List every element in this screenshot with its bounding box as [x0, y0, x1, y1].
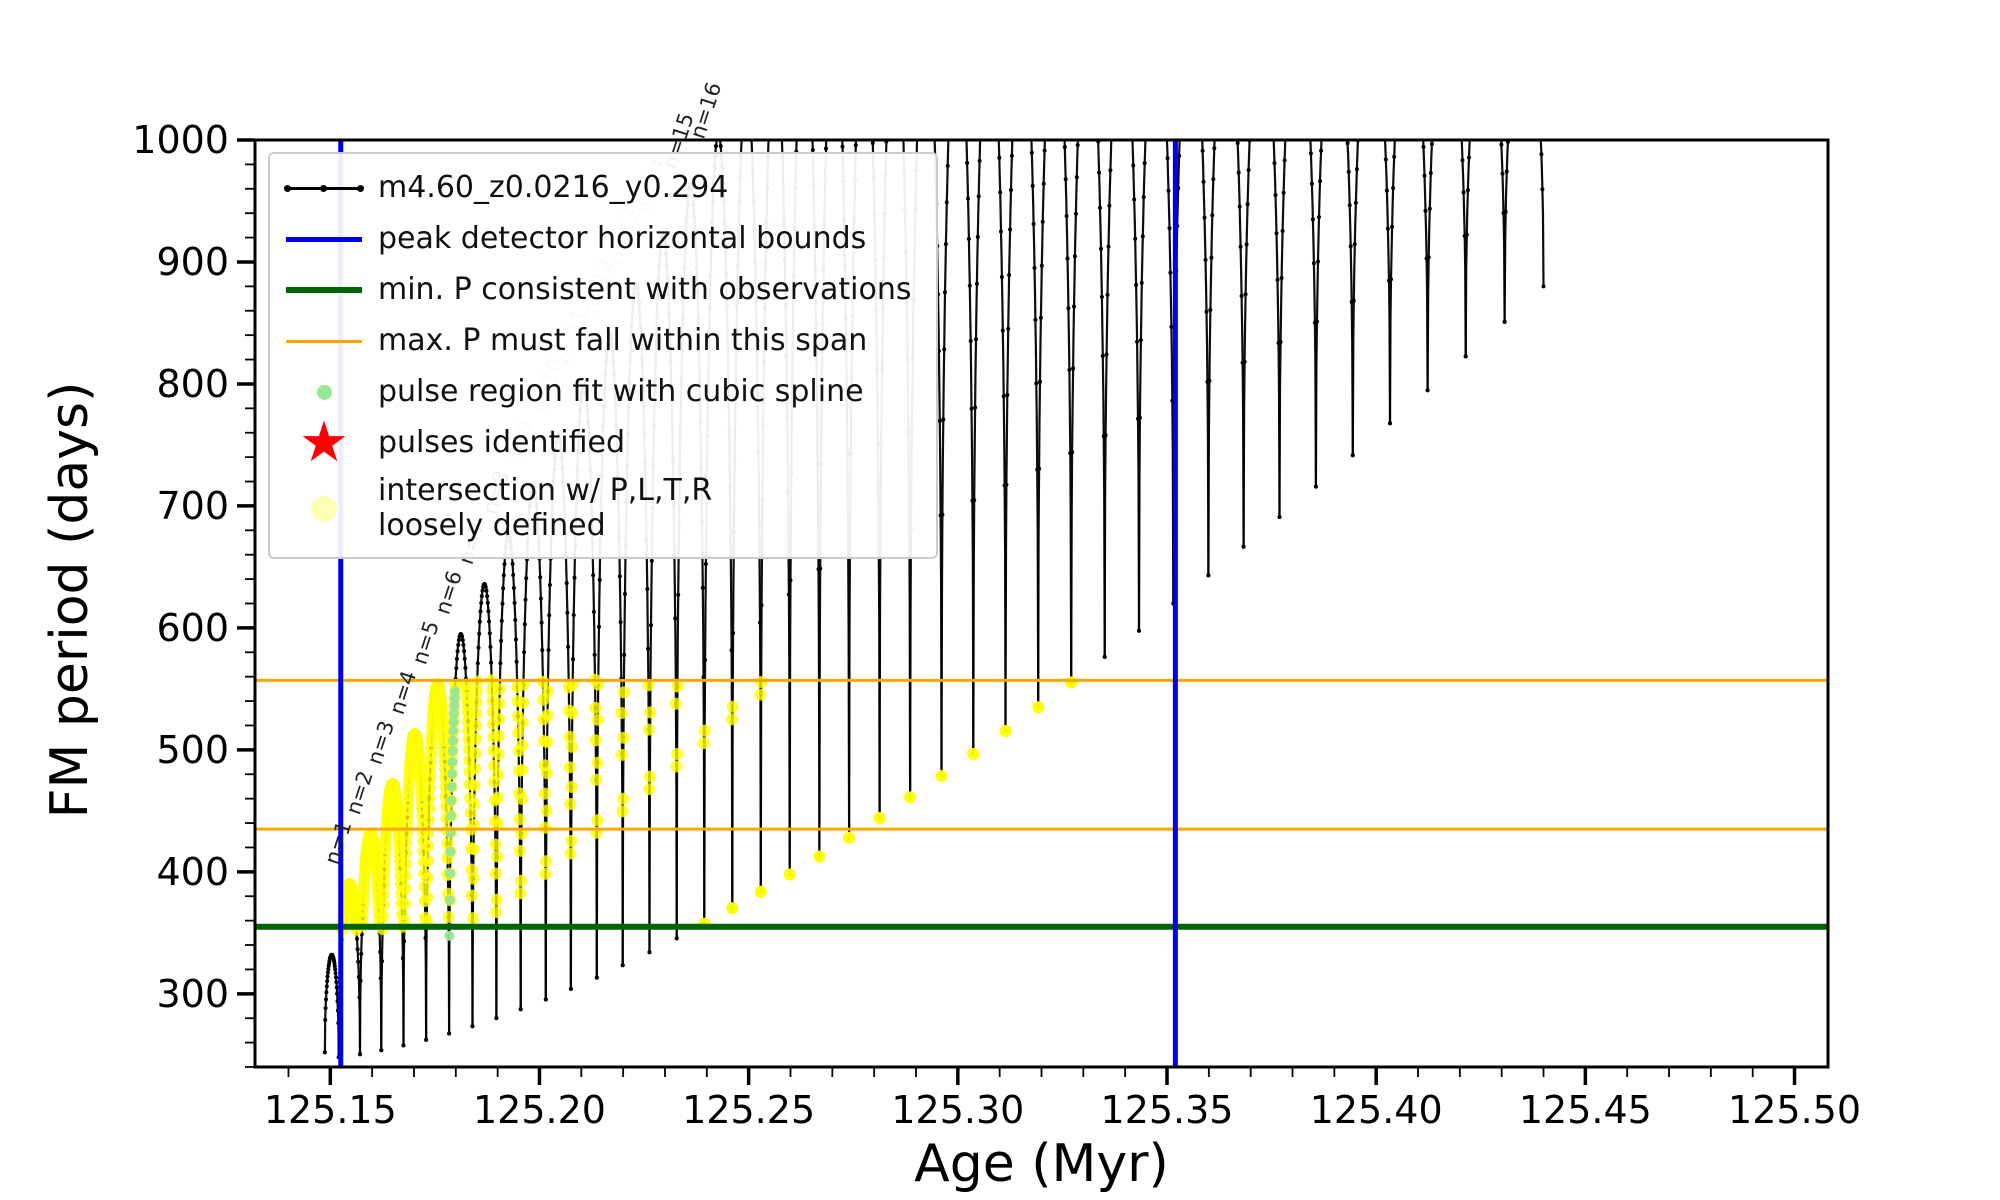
y-tick-label: 400	[156, 850, 229, 894]
x-tick-label: 125.20	[473, 1088, 606, 1132]
legend-label-line2: loosely defined	[378, 507, 606, 543]
intersection-dot-marker-icon	[286, 489, 362, 529]
min-p-marker-icon	[286, 270, 362, 310]
y-tick-label: 300	[156, 972, 229, 1016]
legend-label: pulses identified	[378, 424, 625, 460]
pulse-number-label: n=16	[686, 79, 727, 141]
spline-fit-points	[444, 686, 460, 941]
y-tick-label: 800	[156, 362, 229, 406]
legend-label: m4.60_z0.0216_y0.294	[378, 169, 729, 205]
x-axis-label: Age (Myr)	[914, 1134, 1169, 1194]
legend-label: pulse region fit with cubic spline	[378, 373, 864, 409]
model-track-marker-icon	[284, 168, 364, 208]
legend-item-spline: pulse region fit with cubic spline	[286, 372, 912, 412]
legend-item-model-track: m4.60_z0.0216_y0.294	[284, 168, 912, 208]
legend: m4.60_z0.0216_y0.294 peak detector horiz…	[268, 152, 938, 559]
y-tick-label: 900	[156, 240, 229, 284]
y-tick-label: 1000	[132, 118, 229, 162]
legend-item-intersection: intersection w/ P,L,T,R loosely defined	[286, 473, 912, 543]
legend-label: min. P consistent with observations	[378, 271, 912, 307]
pulse-number-label: n=1	[320, 818, 357, 868]
x-tick-label: 125.30	[891, 1088, 1024, 1132]
pulse-number-label: n=5	[407, 618, 444, 668]
spline-dot-marker-icon	[286, 372, 362, 412]
legend-label: intersection w/ P,L,T,R	[378, 473, 713, 508]
x-tick-label: 125.50	[1728, 1088, 1861, 1132]
legend-item-pulses: ★ pulses identified	[286, 410, 912, 475]
pulse-number-label: n=6	[430, 568, 467, 618]
pulse-number-label: n=4	[385, 668, 422, 718]
legend-item-peak-bounds: peak detector horizontal bounds	[286, 219, 912, 259]
legend-label: peak detector horizontal bounds	[378, 220, 867, 256]
x-tick-label: 125.15	[264, 1088, 397, 1132]
bound-lines	[255, 140, 1828, 1067]
y-tick-label: 700	[156, 484, 229, 528]
y-axis-label: FM period (days)	[40, 381, 100, 819]
intersection-points	[336, 673, 1078, 937]
legend-item-max-p: max. P must fall within this span	[286, 321, 912, 361]
pulse-number-label: n=3	[363, 718, 400, 768]
peak-bounds-marker-icon	[286, 219, 362, 259]
x-tick-label: 125.45	[1519, 1088, 1652, 1132]
x-tick-label: 125.40	[1310, 1088, 1443, 1132]
y-tick-label: 600	[156, 606, 229, 650]
pulse-number-label: n=2	[341, 768, 378, 818]
axes: 125.15 125.20 125.25 125.30 125.35 125.40 125.…	[132, 118, 1861, 1132]
x-tick-label: 125.25	[682, 1088, 815, 1132]
legend-item-min-p: min. P consistent with observations	[286, 270, 912, 310]
x-tick-label: 125.35	[1101, 1088, 1234, 1132]
pulse-star-marker-icon: ★	[298, 410, 350, 475]
y-tick-label: 500	[156, 728, 229, 772]
legend-label: max. P must fall within this span	[378, 322, 868, 358]
max-p-marker-icon	[286, 321, 362, 361]
